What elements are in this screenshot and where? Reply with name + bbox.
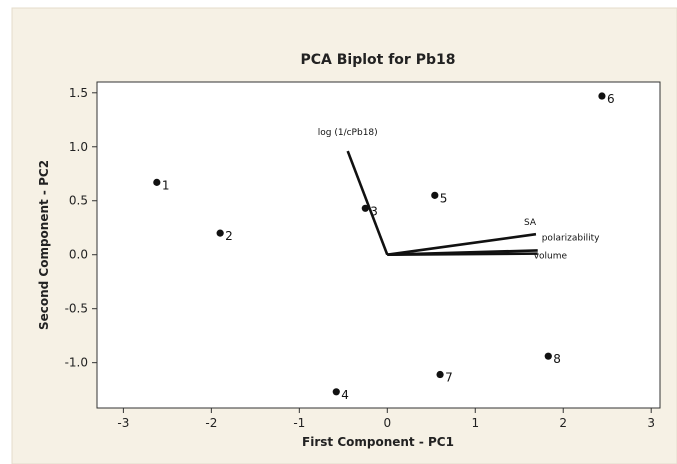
score-point xyxy=(153,178,161,186)
loading-vector xyxy=(387,252,538,257)
score-point-label: 7 xyxy=(445,371,453,385)
loading-vector-label: polarizability xyxy=(542,233,600,243)
x-tick-label: 1 xyxy=(471,416,479,430)
loading-vectors: log (1/cPb18) SA polarizability volume xyxy=(318,128,600,262)
x-axis-title: First Component - PC1 xyxy=(302,435,454,449)
y-tick-label: 0.0 xyxy=(69,248,88,262)
score-point xyxy=(598,92,606,100)
chart-title: PCA Biplot for Pb18 xyxy=(301,52,456,68)
score-point-label: 3 xyxy=(370,204,378,218)
x-tick-label: 2 xyxy=(559,416,567,430)
score-point xyxy=(332,388,340,396)
score-point-label: 5 xyxy=(440,191,448,205)
score-point xyxy=(431,191,439,199)
loading-vector-label: log (1/cPb18) xyxy=(318,128,378,138)
score-point xyxy=(361,204,369,212)
loading-vector xyxy=(346,150,389,256)
x-tick-label: -2 xyxy=(205,416,217,430)
score-points: 1 2 3 4 5 6 7 8 xyxy=(153,92,615,402)
x-tick-label: -1 xyxy=(293,416,305,430)
y-tick-label: 1.0 xyxy=(69,140,88,154)
y-tick-label: 1.5 xyxy=(69,86,88,100)
y-axis-title: Second Component - PC2 xyxy=(37,160,51,330)
plot-area xyxy=(96,81,661,409)
y-tick-label: -0.5 xyxy=(65,302,88,316)
score-point-label: 6 xyxy=(607,92,615,106)
loading-vector xyxy=(387,232,537,257)
score-point-label: 4 xyxy=(341,388,349,402)
x-tick-label: 0 xyxy=(383,416,391,430)
loading-vector-label: volume xyxy=(534,252,568,262)
loading-vector-label: SA xyxy=(524,218,537,228)
axis-ticks: -3 -2 -1 0 1 2 3 -1.0 -0.5 0.0 0.5 1.0 1.5 xyxy=(65,86,655,430)
x-tick-label: 3 xyxy=(647,416,655,430)
score-point xyxy=(216,229,224,237)
score-point xyxy=(544,352,552,360)
y-tick-label: 0.5 xyxy=(69,194,88,208)
x-tick-label: -3 xyxy=(117,416,129,430)
score-point-label: 8 xyxy=(553,352,561,366)
score-point-label: 2 xyxy=(225,229,233,243)
score-point xyxy=(436,370,444,379)
score-point-label: 1 xyxy=(162,178,170,192)
y-tick-label: -1.0 xyxy=(65,356,88,370)
